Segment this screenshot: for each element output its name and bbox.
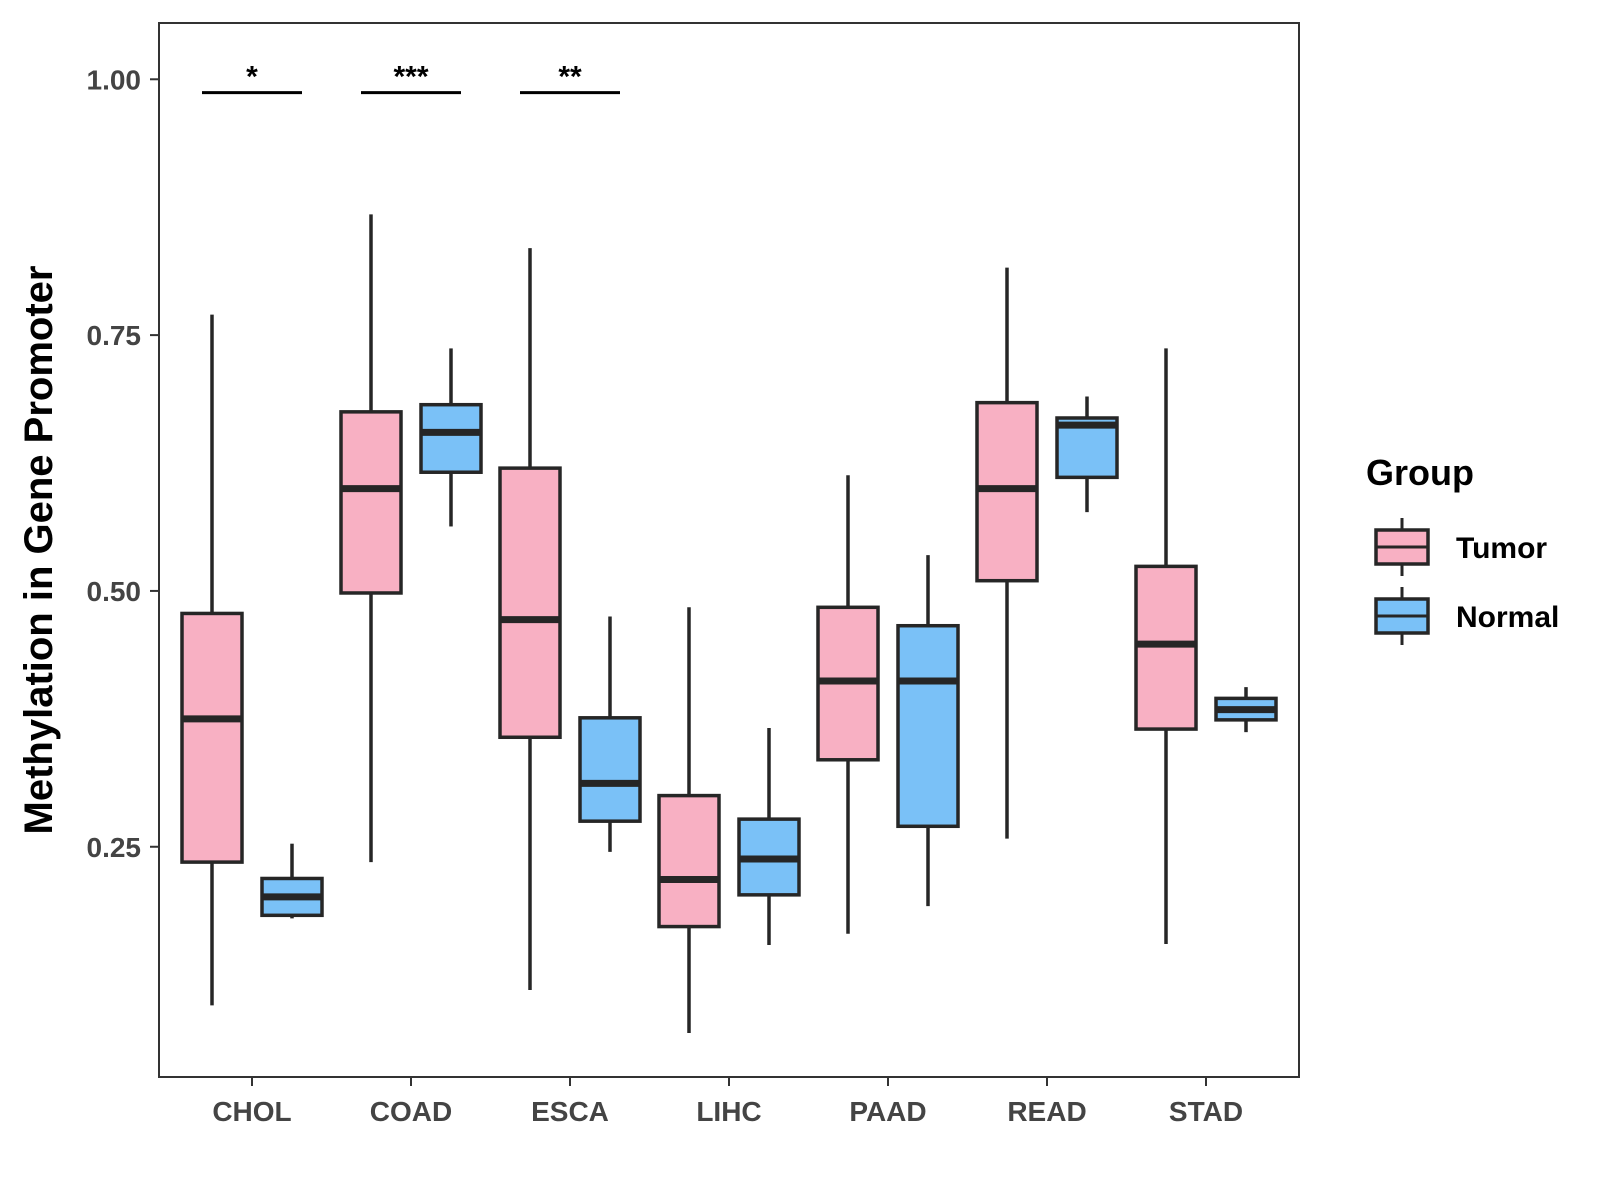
legend-title: Group [1366,452,1474,493]
legend-item-tumor: Tumor [1374,518,1547,576]
legend-item-normal: Normal [1374,587,1559,645]
legend-label: Tumor [1456,532,1547,565]
y-tick-label: 1.00 [87,64,142,95]
box-tumor-esca [498,248,562,991]
box-normal-paad [896,555,960,907]
boxes-layer [180,214,1278,1033]
significance-label: *** [393,61,428,94]
significance-annotations: * *** ** [202,61,620,95]
box-iqr [339,410,403,595]
legend: Group Tumor Normal [1366,452,1559,645]
box-normal-lihc [737,728,801,945]
box-iqr [180,611,244,864]
x-tick-label: READ [1007,1096,1086,1127]
y-tick-label: 0.25 [87,832,142,863]
y-tick-label: 0.50 [87,576,142,607]
box-tumor-coad [339,214,403,863]
box-iqr [896,623,960,829]
box-iqr [578,716,642,823]
x-tick-label: PAAD [849,1096,926,1127]
box-normal-stad [1214,687,1278,733]
y-axis: 0.25 0.50 0.75 1.00 [87,64,159,863]
plot-panel-border [158,22,1300,1078]
box-iqr [498,466,562,740]
x-tick-label: COAD [370,1096,452,1127]
box-tumor-read [975,267,1039,839]
box-iqr [657,793,721,929]
box-iqr [1134,564,1198,731]
y-tick-label: 0.75 [87,320,142,351]
y-axis-title: Methylation in Gene Promoter [17,266,61,835]
box-tumor-stad [1134,348,1198,944]
box-normal-chol [260,843,324,919]
x-axis: CHOL COAD ESCA LIHC PAAD READ STAD [212,1077,1243,1127]
legend-label: Normal [1456,601,1559,634]
x-tick-label: ESCA [531,1096,609,1127]
box-iqr [419,402,483,474]
box-normal-esca [578,616,642,852]
x-tick-label: LIHC [696,1096,761,1127]
box-tumor-chol [180,314,244,1006]
box-normal-read [1055,396,1119,513]
box-tumor-paad [816,475,880,934]
x-tick-label: STAD [1169,1096,1243,1127]
significance-label: * [246,61,258,94]
significance-label: ** [558,61,582,94]
box-tumor-lihc [657,607,721,1033]
x-tick-label: CHOL [212,1096,291,1127]
box-normal-coad [419,348,483,527]
